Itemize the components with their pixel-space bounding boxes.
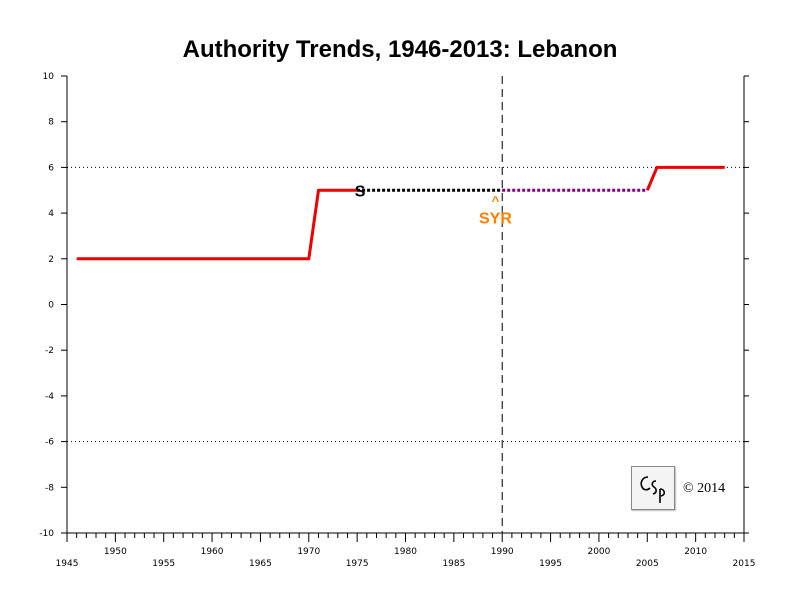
chart-title: Authority Trends, 1946-2013: Lebanon (182, 36, 618, 63)
x-tick-label: 1985 (442, 559, 465, 569)
x-tick-label: 2010 (684, 547, 707, 557)
x-tick-label: 1990 (491, 547, 514, 557)
annotation-label: S (355, 183, 366, 200)
x-tick-label: 1970 (297, 547, 320, 557)
x-tick-label: 1960 (201, 547, 224, 557)
x-tick-label: 2005 (636, 559, 659, 569)
y-tick-label: 4 (48, 209, 54, 219)
x-tick-label: 1995 (539, 559, 562, 569)
y-tick-label: 0 (48, 301, 54, 311)
y-tick-label: -2 (45, 346, 54, 356)
y-tick-label: -10 (39, 529, 54, 539)
reference-lines (67, 76, 744, 533)
y-tick-label: 6 (48, 163, 54, 173)
y-tick-label: 10 (43, 72, 55, 82)
series-line (645, 165, 725, 191)
axes: 10 8 6 4 2 0 -2 -4 -6 -8 -10 1950 1960 1970 1980 1990 20… (39, 72, 755, 569)
csp-logo (631, 466, 675, 510)
y-tick-label: 8 (48, 118, 54, 128)
y-tick-label: -6 (45, 438, 54, 448)
annotations: S ^ SYR (355, 183, 513, 227)
series-line (76, 188, 358, 261)
x-tick-label: 1945 (56, 559, 79, 569)
y-tick-label: -8 (45, 483, 54, 493)
x-tick-label: 1965 (249, 559, 272, 569)
csp-logo-icon (640, 476, 666, 503)
x-tick-label: 2015 (733, 559, 756, 569)
series-lines (76, 165, 725, 261)
annotation-label: ^ (492, 193, 500, 208)
x-tick-label: 1955 (152, 559, 175, 569)
copyright-text: © 2014 (683, 481, 726, 496)
y-tick-label: 2 (48, 255, 54, 265)
x-tick-label: 1980 (394, 547, 417, 557)
x-tick-label: 1950 (104, 547, 127, 557)
x-tick-label: 1975 (346, 559, 369, 569)
x-tick-label: 2000 (587, 547, 610, 557)
y-tick-label: -4 (45, 392, 54, 402)
annotation-label: SYR (479, 211, 512, 228)
